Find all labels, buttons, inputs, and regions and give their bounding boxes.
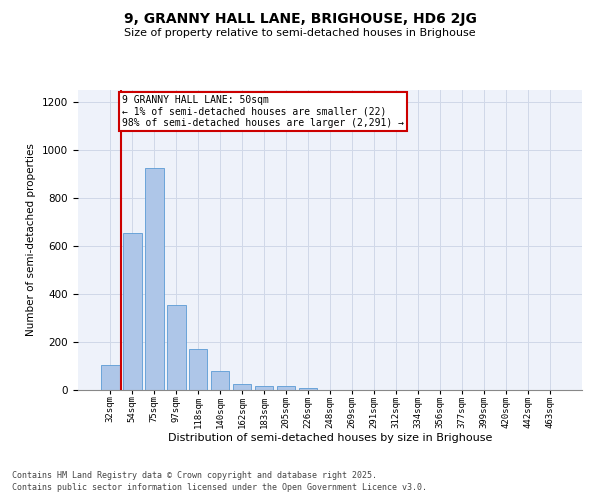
Bar	[167, 305, 185, 390]
Bar	[255, 386, 274, 390]
Text: Size of property relative to semi-detached houses in Brighouse: Size of property relative to semi-detach…	[124, 28, 476, 38]
Bar	[189, 349, 208, 390]
Bar	[211, 371, 229, 390]
Text: 9, GRANNY HALL LANE, BRIGHOUSE, HD6 2JG: 9, GRANNY HALL LANE, BRIGHOUSE, HD6 2JG	[124, 12, 476, 26]
Bar	[145, 168, 164, 390]
Bar	[123, 233, 142, 390]
Bar	[277, 386, 295, 390]
Bar	[233, 384, 251, 390]
Y-axis label: Number of semi-detached properties: Number of semi-detached properties	[26, 144, 37, 336]
Text: 9 GRANNY HALL LANE: 50sqm
← 1% of semi-detached houses are smaller (22)
98% of s: 9 GRANNY HALL LANE: 50sqm ← 1% of semi-d…	[122, 95, 404, 128]
Text: Contains public sector information licensed under the Open Government Licence v3: Contains public sector information licen…	[12, 483, 427, 492]
Bar	[101, 365, 119, 390]
Text: Contains HM Land Registry data © Crown copyright and database right 2025.: Contains HM Land Registry data © Crown c…	[12, 470, 377, 480]
X-axis label: Distribution of semi-detached houses by size in Brighouse: Distribution of semi-detached houses by …	[168, 434, 492, 444]
Bar	[299, 388, 317, 390]
